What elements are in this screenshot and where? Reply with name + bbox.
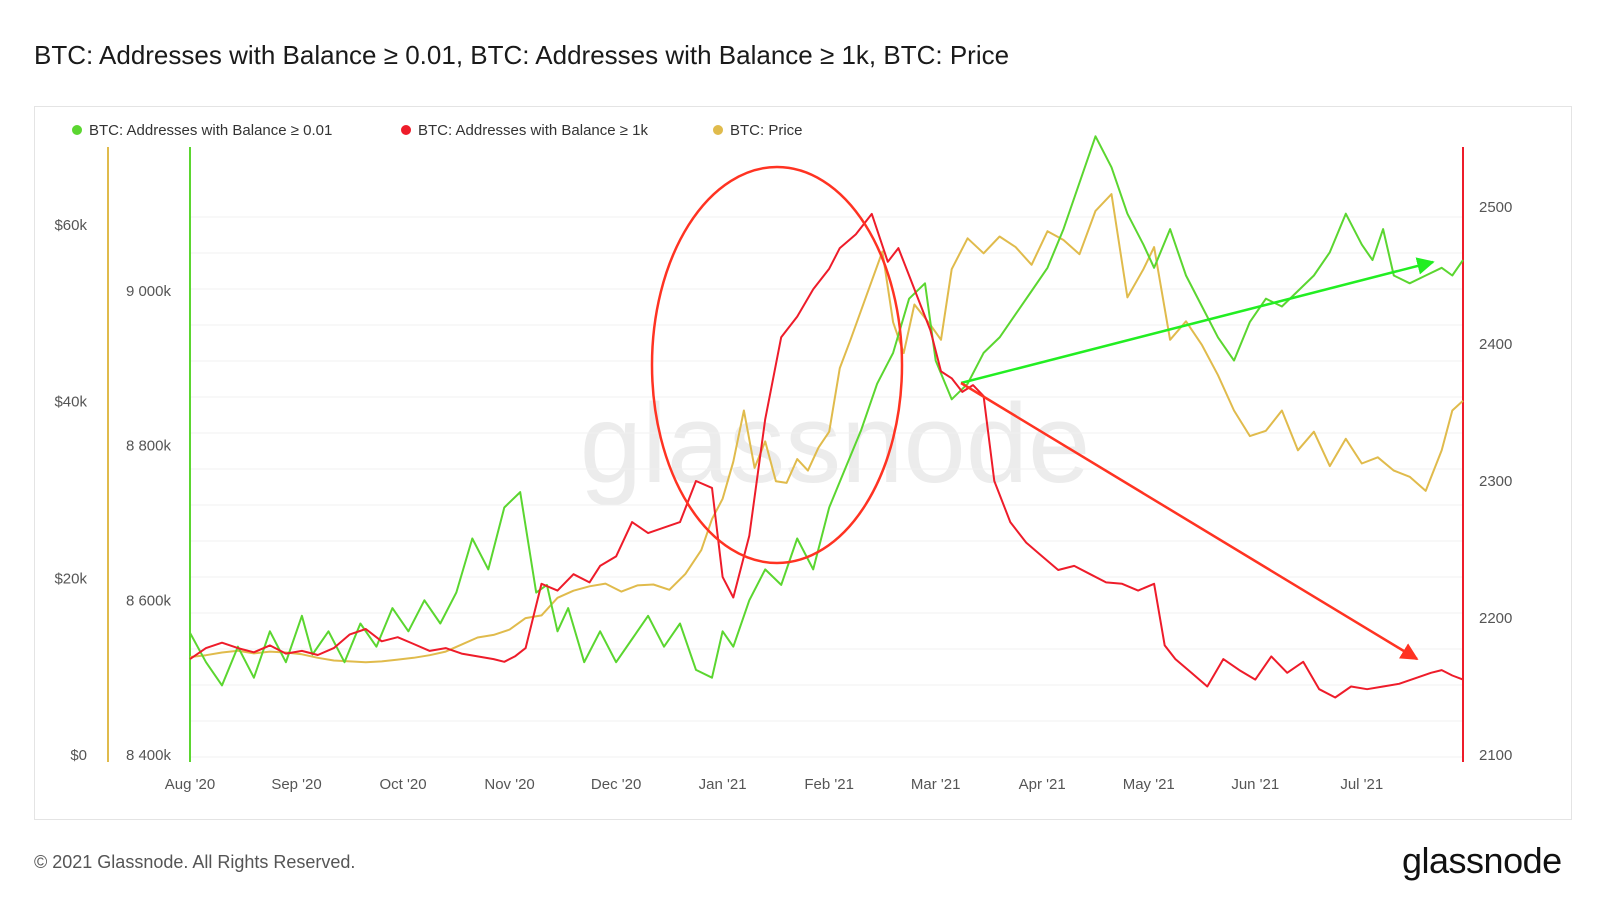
x-tick-label: Sep '20 — [271, 776, 321, 793]
series-line-addr-1k[interactable] — [189, 212, 1464, 699]
addr001-tick-label: 8 800k — [126, 438, 172, 455]
addr001-tick-label: 8 600k — [126, 592, 172, 609]
addr001-tick-label: 8 400k — [126, 747, 172, 764]
x-tick-label: May '21 — [1123, 776, 1175, 793]
chart-panel: glassnode $0 $20k $40k $60k 8 400k 8 600k 8 800… — [34, 106, 1572, 820]
series-line-price[interactable] — [189, 193, 1464, 664]
x-tick-label: Jan '21 — [699, 776, 747, 793]
chart-title: BTC: Addresses with Balance ≥ 0.01, BTC:… — [34, 40, 1010, 70]
addr1k-tick-label: 2100 — [1479, 747, 1512, 764]
legend-label: BTC: Addresses with Balance ≥ 1k — [418, 122, 649, 139]
legend-label: BTC: Price — [730, 122, 803, 139]
addr001-tick-label: 9 000k — [126, 283, 172, 300]
price-tick-label: $60k — [54, 217, 87, 234]
annotation-ellipse — [650, 165, 904, 565]
x-tick-label: Apr '21 — [1019, 776, 1066, 793]
x-tick-label: Aug '20 — [165, 776, 215, 793]
addr1k-tick-label: 2200 — [1479, 610, 1512, 627]
legend-dot — [713, 125, 723, 135]
price-tick-label: $40k — [54, 394, 87, 411]
x-tick-label: Jul '21 — [1340, 776, 1383, 793]
x-tick-label: Mar '21 — [911, 776, 961, 793]
x-tick-label: Oct '20 — [380, 776, 427, 793]
series-line-addr-001[interactable] — [189, 135, 1464, 687]
x-tick-label: Nov '20 — [484, 776, 534, 793]
x-tick-label: Feb '21 — [804, 776, 854, 793]
x-tick-label: Jun '21 — [1231, 776, 1279, 793]
annotation-arrow-down — [960, 381, 1419, 661]
price-tick-label: $20k — [54, 570, 87, 587]
price-tick-label: $0 — [70, 747, 87, 764]
addr1k-tick-label: 2400 — [1479, 336, 1512, 353]
legend-dot — [401, 125, 411, 135]
addr1k-tick-label: 2500 — [1479, 199, 1512, 216]
legend-label: BTC: Addresses with Balance ≥ 0.01 — [89, 122, 332, 139]
brand-logo[interactable]: glassnode — [1402, 840, 1562, 881]
legend-dot — [72, 125, 82, 135]
copyright-footer: © 2021 Glassnode. All Rights Reserved. — [34, 852, 356, 872]
addr1k-tick-label: 2300 — [1479, 473, 1512, 490]
x-tick-label: Dec '20 — [591, 776, 641, 793]
annotation-arrow-up — [960, 257, 1435, 385]
